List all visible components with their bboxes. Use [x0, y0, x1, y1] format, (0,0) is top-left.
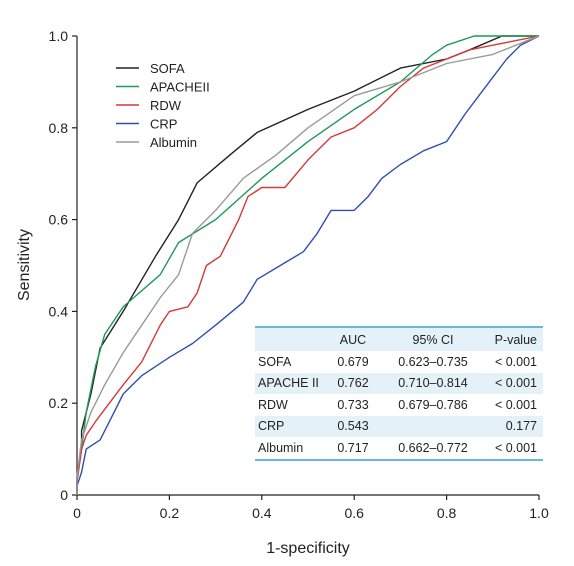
header-cell-auc: AUC [322, 327, 384, 351]
table-row: Albumin 0.717 0.662–0.772 < 0.001 [255, 437, 543, 460]
header-cell-p: P-value [482, 327, 543, 351]
row-auc: 0.543 [322, 415, 384, 437]
auc-table: AUC 95% CI P-value SOFA 0.679 0.623–0.73… [255, 326, 543, 461]
table-row: CRP 0.543 0.177 [255, 415, 543, 437]
y-axis-title: Sensitivity [16, 229, 33, 301]
legend: SOFA APACHEII RDW CRP Albumin [116, 61, 210, 150]
y-tick-label: 0.6 [49, 212, 69, 228]
row-p: < 0.001 [494, 397, 537, 412]
header-cell-ci: 95% CI [384, 327, 482, 351]
table-row: RDW 0.733 0.679–0.786 < 0.001 [255, 394, 543, 416]
legend-label-crp: CRP [150, 117, 177, 132]
row-ci: 0.679–0.786 [398, 397, 468, 412]
row-p: 0.177 [482, 415, 543, 437]
row-name: SOFA [258, 354, 292, 369]
table-row: SOFA 0.679 0.623–0.735 < 0.001 [255, 351, 543, 373]
legend-label-apacheii: APACHEII [150, 80, 210, 95]
roc-curve-rdw [76, 35, 540, 495]
row-ci: 0.710–0.814 [384, 372, 482, 394]
row-auc: 0.733 [337, 397, 369, 412]
row-p: < 0.001 [494, 440, 537, 455]
legend-label-sofa: SOFA [150, 61, 185, 76]
x-tick-label: 0 [73, 505, 81, 521]
row-auc: 0.717 [337, 440, 369, 455]
x-tick-label: 0.8 [437, 505, 457, 521]
row-ci [384, 415, 482, 437]
row-name: Albumin [258, 440, 304, 455]
x-tick-label: 0.6 [344, 505, 364, 521]
roc-curve-crp [76, 35, 540, 495]
roc-curve-apacheii [76, 35, 539, 495]
table-header-row: AUC 95% CI P-value [255, 327, 543, 351]
row-ci: 0.623–0.735 [398, 354, 468, 369]
row-p: < 0.001 [482, 372, 543, 394]
y-tick-label: 0.4 [49, 303, 69, 319]
roc-curve-albumin [76, 35, 540, 495]
y-tick-label: 1.0 [49, 28, 69, 44]
roc-curves [76, 35, 540, 495]
axes: 0 0.2 0.4 0.6 0.8 1.0 0 0.2 0.4 0.6 0.8 1.0 [49, 28, 549, 521]
legend-label-albumin: Albumin [150, 135, 197, 150]
x-axis-title: 1-specificity [266, 540, 350, 557]
row-name: APACHE II [255, 372, 322, 394]
x-tick-label: 0.4 [252, 505, 272, 521]
x-tick-label: 0.2 [160, 505, 180, 521]
y-tick-label: 0.8 [49, 120, 69, 136]
y-tick-label: 0.2 [49, 395, 69, 411]
legend-label-rdw: RDW [150, 98, 182, 113]
row-auc: 0.762 [322, 372, 384, 394]
y-tick-label: 0 [60, 487, 68, 503]
header-cell-name [255, 327, 322, 351]
row-ci: 0.662–0.772 [398, 440, 468, 455]
x-tick-label: 1.0 [529, 505, 549, 521]
row-name: CRP [255, 415, 322, 437]
row-auc: 0.679 [337, 354, 369, 369]
table-row: APACHE II 0.762 0.710–0.814 < 0.001 [255, 372, 543, 394]
row-p: < 0.001 [494, 354, 537, 369]
row-name: RDW [258, 397, 288, 412]
